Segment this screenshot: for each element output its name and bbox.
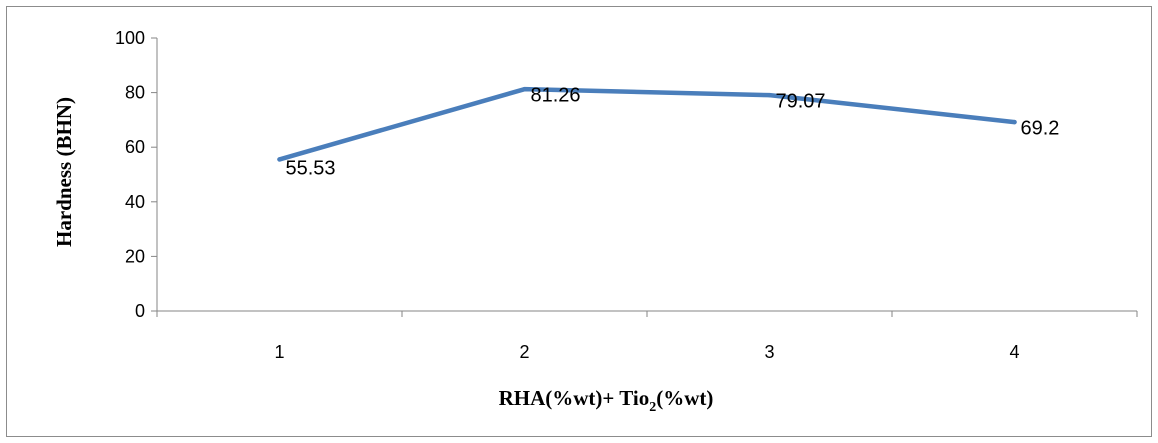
y-tick-labels: 0 20 40 60 80 100 [115,28,145,321]
data-point [277,157,282,162]
y-tick-label: 0 [135,301,145,321]
x-axis-title-tail: (%wt) [656,386,713,410]
x-tick-label: 3 [764,342,774,362]
data-label: 69.2 [1021,117,1060,139]
x-tick-label: 4 [1009,342,1019,362]
x-axis-title-main: RHA(%wt)+ Tio [499,386,650,410]
axes [151,37,1138,317]
y-tick-label: 100 [115,28,145,48]
series-line [277,86,1017,162]
y-tick-label: 40 [125,192,145,212]
data-point [1012,119,1017,125]
data-label: 55.53 [286,158,336,180]
x-tick-labels: 1 2 3 4 [274,342,1019,362]
x-axis-title-subscript: 2 [649,400,656,415]
chart-frame [6,6,1152,437]
x-tick-label: 2 [519,342,529,362]
data-labels: 55.53 81.26 79.07 69.2 [286,84,1060,179]
data-point [767,92,772,98]
x-axis-title: RHA(%wt)+ Tio2(%wt) [499,386,714,415]
data-point [522,86,527,92]
data-label: 81.26 [531,84,581,106]
y-axis-title: Hardness (BHN) [52,97,76,247]
series-layer [277,86,1017,162]
y-tick-label: 80 [125,83,145,103]
y-tick-label: 20 [125,246,145,266]
data-label: 79.07 [776,90,826,112]
x-tick-label: 1 [274,342,284,362]
y-tick-label: 60 [125,137,145,157]
